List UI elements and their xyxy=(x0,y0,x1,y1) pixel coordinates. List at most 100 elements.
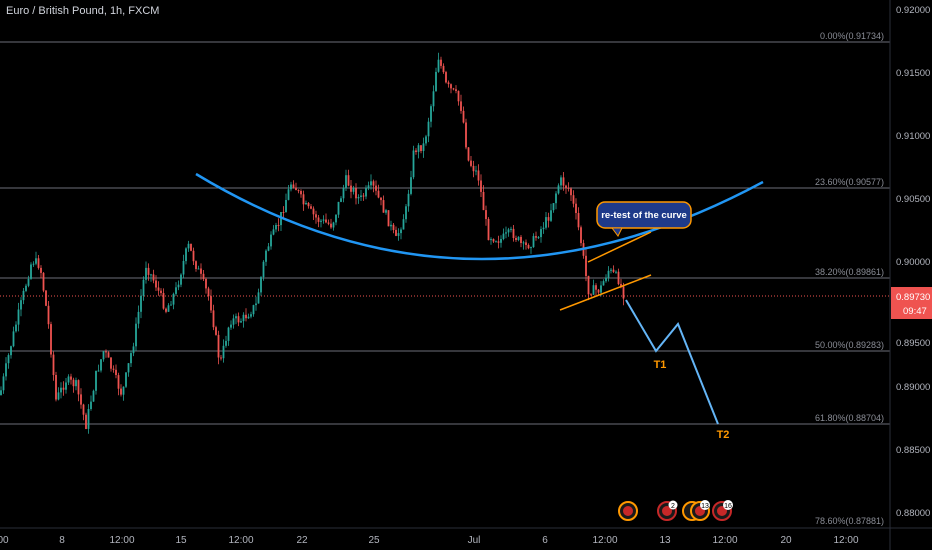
candle-body xyxy=(267,246,270,251)
candle-body xyxy=(422,143,425,151)
candle-body xyxy=(92,390,95,402)
candle-body xyxy=(182,261,185,275)
time-label: 15 xyxy=(175,535,187,546)
candle-body xyxy=(585,255,587,276)
time-label: 13 xyxy=(659,535,671,546)
candle-body xyxy=(52,354,55,375)
candle-body xyxy=(617,271,620,285)
candle-body xyxy=(150,274,152,276)
current-price-value: 0.89730 xyxy=(896,292,930,303)
candle-body xyxy=(387,210,390,227)
candle-body xyxy=(287,189,290,200)
candle-body xyxy=(152,274,155,281)
candle-body xyxy=(312,208,315,215)
candle-body xyxy=(487,219,490,241)
candle-body xyxy=(230,324,232,328)
callout-box[interactable] xyxy=(596,201,692,229)
candle-body xyxy=(60,387,62,393)
candle-body xyxy=(257,292,260,304)
candle-body xyxy=(217,334,220,358)
candle-body xyxy=(237,316,240,323)
price-label: 0.92000 xyxy=(896,5,930,16)
event-badge-uk-3[interactable]: 13 xyxy=(682,500,710,521)
candle-body xyxy=(555,193,557,204)
symbol-title[interactable]: Euro / British Pound, 1h, FXCM xyxy=(6,5,160,17)
candle-body xyxy=(272,229,275,235)
candle-body xyxy=(117,375,120,389)
candle-body xyxy=(165,308,167,312)
candle-body xyxy=(170,304,172,306)
candle-body xyxy=(472,165,475,172)
candle-body xyxy=(342,188,345,199)
candle-body xyxy=(75,380,77,387)
candle-body xyxy=(130,353,132,364)
fib-label-38-2: 38.20%(0.89861) xyxy=(815,267,884,277)
candle-body xyxy=(545,217,547,228)
callout-note[interactable]: re-test of the curve xyxy=(596,201,692,237)
candle-body xyxy=(415,150,417,152)
candle-body xyxy=(467,147,470,161)
candle-body xyxy=(477,170,480,181)
candle-body xyxy=(442,65,445,73)
candle-body xyxy=(370,181,372,186)
candle-body xyxy=(490,239,492,241)
candle-body xyxy=(575,203,577,213)
candle-body xyxy=(435,71,437,92)
candle-body xyxy=(332,222,335,228)
candle-body xyxy=(520,236,522,243)
lower-trendline[interactable] xyxy=(559,274,652,311)
upper-trendline[interactable] xyxy=(587,231,652,263)
candle-body xyxy=(67,376,70,383)
candle-body xyxy=(557,185,560,194)
candle-body xyxy=(145,267,147,280)
event-badge-uk-2[interactable]: 2 xyxy=(657,500,678,521)
candle-body xyxy=(97,370,100,372)
candle-body xyxy=(357,197,360,199)
candle-body xyxy=(167,305,170,312)
candle-body xyxy=(380,197,382,201)
time-axis[interactable]: 00 8 12:00 15 12:00 22 25 Jul 6 12:00 13… xyxy=(0,535,859,546)
flag-center xyxy=(623,506,633,516)
fib-label-50: 50.00%(0.89283) xyxy=(815,340,884,350)
candle-body xyxy=(137,311,140,324)
candle-body xyxy=(122,386,125,395)
time-label: 12:00 xyxy=(228,535,253,546)
candle-body xyxy=(425,136,427,144)
candle-body xyxy=(597,289,600,293)
event-badges[interactable]: 2 13 16 xyxy=(618,500,733,521)
candle-body xyxy=(537,237,540,239)
candle-body xyxy=(12,331,15,347)
candle-body xyxy=(522,242,525,244)
candle-body xyxy=(462,110,465,123)
candle-body xyxy=(177,284,180,288)
fib-label-61-8: 61.80%(0.88704) xyxy=(815,413,884,423)
plot-area[interactable] xyxy=(0,0,890,528)
candle-body xyxy=(375,185,377,191)
candle-body xyxy=(62,387,65,390)
current-price-tag xyxy=(891,287,932,319)
candle-body xyxy=(587,275,590,295)
candle-body xyxy=(395,229,397,236)
candle-body xyxy=(492,239,495,242)
candle-body xyxy=(195,261,197,269)
event-badge-uk-4[interactable]: 16 xyxy=(712,500,733,521)
candle-body xyxy=(360,195,362,197)
candle-body xyxy=(200,268,202,274)
candle-body xyxy=(315,214,317,218)
candle-body xyxy=(55,375,57,400)
projection-path[interactable] xyxy=(625,299,719,425)
candle-body xyxy=(330,223,332,228)
candle-body xyxy=(222,345,225,359)
event-badge-uk-1[interactable] xyxy=(618,501,638,521)
candle-body xyxy=(445,72,447,83)
candle-body xyxy=(72,379,75,387)
candle-body xyxy=(362,195,365,197)
candle-body xyxy=(620,284,622,287)
candle-body xyxy=(30,264,32,279)
candle-body xyxy=(565,185,567,188)
candle-body xyxy=(350,185,352,192)
candle-body xyxy=(430,106,432,122)
candle-body xyxy=(102,351,105,360)
price-axis[interactable]: 0.92000 0.91500 0.91000 0.90500 0.90000 … xyxy=(891,5,932,519)
